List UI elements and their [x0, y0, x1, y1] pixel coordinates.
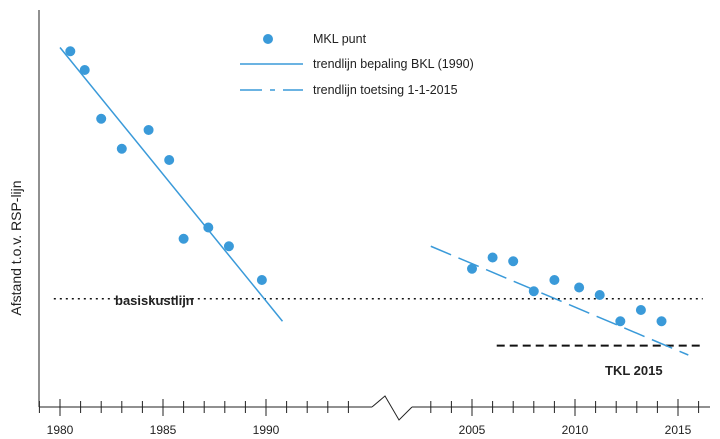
x-tick-label: 1985: [150, 423, 177, 437]
x-axis: [39, 395, 710, 421]
x-tick-label: 1980: [47, 423, 74, 437]
trendline-toetsing: [430, 245, 689, 356]
mkl-point: [223, 241, 234, 252]
mkl-point: [549, 275, 560, 285]
mkl-point: [164, 155, 175, 165]
y-axis-label: Afstand t.o.v. RSP-lijn: [8, 180, 24, 315]
trendline-bkl: [59, 47, 284, 322]
mkl-points: [65, 46, 667, 327]
mkl-point: [79, 65, 90, 75]
axis-break-icon: [371, 395, 413, 421]
legend-label-mkl: MKL punt: [313, 32, 367, 46]
mkl-point: [256, 275, 267, 285]
mkl-point: [635, 305, 646, 315]
legend-point-marker: [263, 34, 273, 44]
mkl-point: [508, 256, 519, 267]
legend-label-toetsing: trendlijn toetsing 1-1-2015: [313, 83, 458, 97]
x-ticks: [38, 399, 700, 416]
x-tick-label: 2015: [665, 423, 692, 437]
mkl-point: [574, 282, 585, 293]
mkl-point: [487, 252, 498, 263]
mkl-point: [467, 263, 477, 274]
mkl-point: [615, 316, 626, 327]
mkl-point: [116, 143, 127, 154]
basiskustlijn-label: basiskustlijn: [115, 293, 194, 308]
mkl-point: [178, 233, 189, 244]
mkl-point: [528, 286, 539, 297]
mkl-point: [203, 222, 214, 233]
x-tick-label: 2010: [562, 423, 589, 437]
x-tick-labels: 1980 1985 1990 2005 2010 2015: [47, 423, 692, 437]
mkl-point: [594, 290, 605, 300]
mkl-point: [65, 46, 76, 57]
x-tick-label: 1990: [253, 423, 280, 437]
tkl-2015-label: TKL 2015: [605, 363, 663, 378]
mkl-point: [96, 113, 107, 124]
x-tick-label: 2005: [459, 423, 486, 437]
mkl-point: [656, 316, 667, 327]
mkl-point: [143, 125, 154, 135]
legend: MKL punt trendlijn bepaling BKL (1990) t…: [240, 32, 474, 97]
reference-lines: [53, 298, 703, 347]
legend-label-bkl: trendlijn bepaling BKL (1990): [313, 57, 474, 71]
